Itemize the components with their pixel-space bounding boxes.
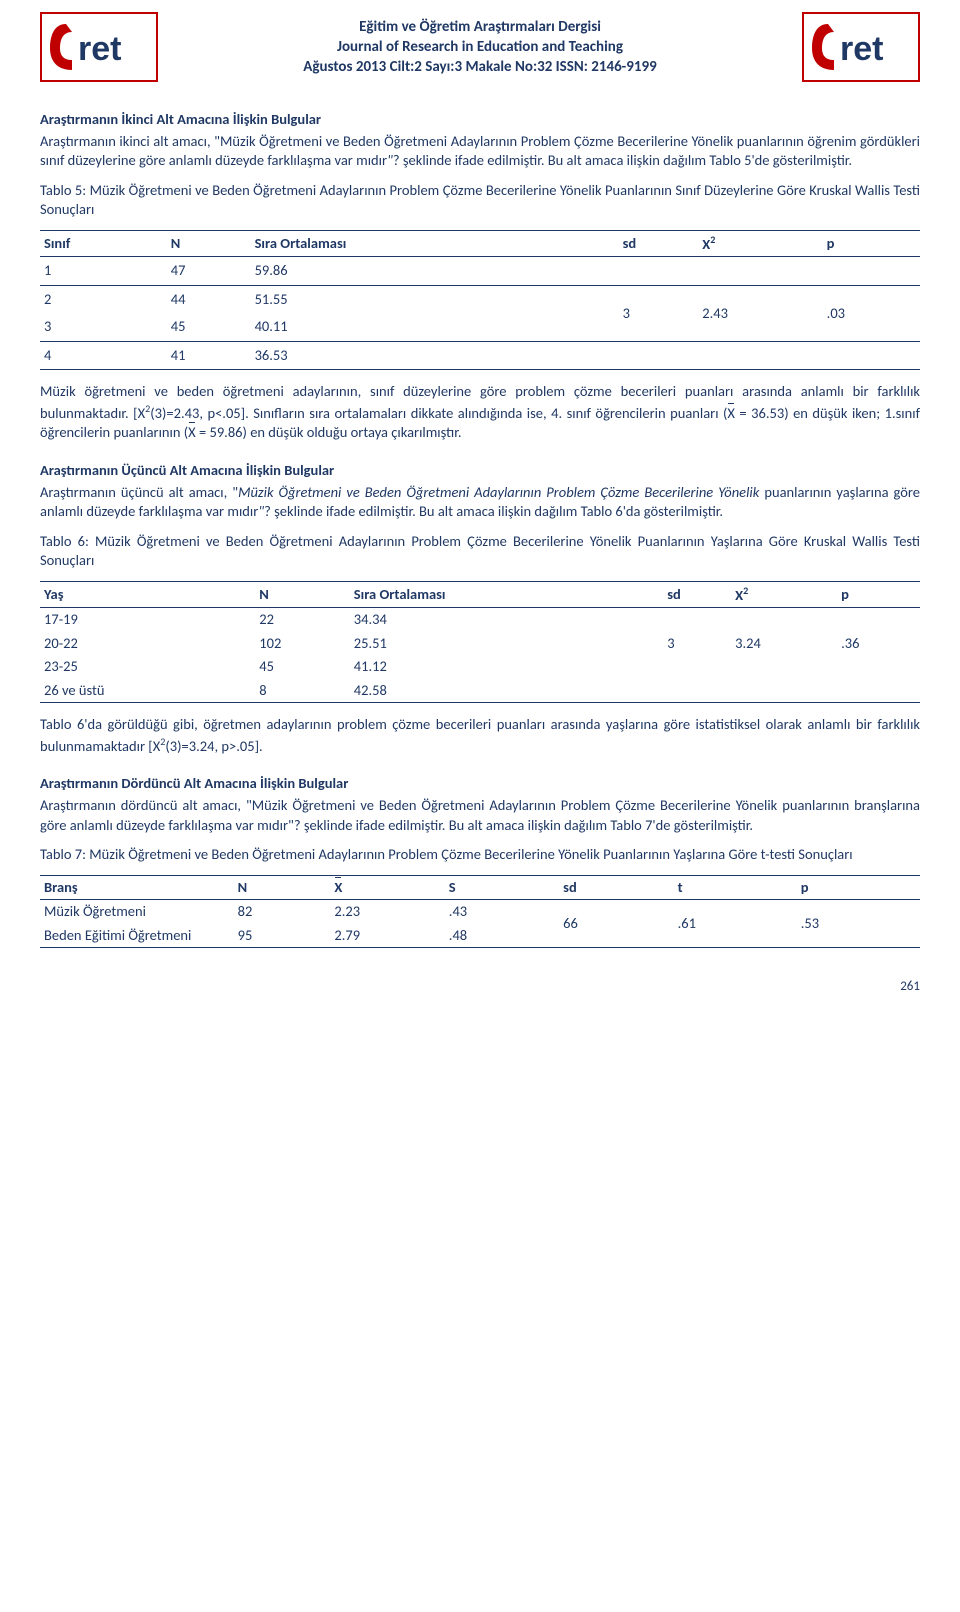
page-number: 261	[40, 978, 920, 996]
table5-analysis: Müzik öğretmeni ve beden öğretmeni adayl…	[40, 382, 920, 443]
section-3-heading: Araştırmanın Üçüncü Alt Amacına İlişkin …	[40, 461, 920, 481]
svg-text:ret: ret	[840, 30, 883, 68]
t5-row-2: 2 44 51.55 3 2.43 .03	[40, 285, 920, 313]
section-2-heading: Araştırmanın İkinci Alt Amacına İlişkin …	[40, 110, 920, 130]
table6-header-row: Yaş N Sıra Ortalaması sd X2 p	[40, 581, 920, 607]
svg-text:ret: ret	[78, 30, 121, 68]
section-3-paragraph: Araştırmanın üçüncü alt amacı, "Müzik Öğ…	[40, 483, 920, 522]
table5-header-row: Sınıf N Sıra Ortalaması sd X2 p	[40, 230, 920, 256]
jret-logo-icon: ret	[44, 18, 154, 76]
table5-caption: Tablo 5: Müzik Öğretmeni ve Beden Öğretm…	[40, 181, 920, 220]
t5-h-so: Sıra Ortalaması	[251, 230, 619, 256]
t5-row-4: 4 41 36.53	[40, 341, 920, 370]
t5-h-n: N	[167, 230, 251, 256]
table6-caption: Tablo 6: Müzik Öğretmeni ve Beden Öğretm…	[40, 532, 920, 571]
table7: Branş N X S sd t p Müzik Öğretmeni 82 2.…	[40, 875, 920, 949]
t5-h-x2: X2	[698, 230, 822, 256]
table6-analysis: Tablo 6'da görüldüğü gibi, öğretmen aday…	[40, 715, 920, 756]
t7-row-1: Müzik Öğretmeni 82 2.23 .43 66 .61 .53	[40, 900, 920, 924]
t5-h-sinif: Sınıf	[40, 230, 167, 256]
t6-row-1: 17-19 22 34.34	[40, 608, 920, 632]
section-4-heading: Araştırmanın Dördüncü Alt Amacına İlişki…	[40, 774, 920, 794]
table6: Yaş N Sıra Ortalaması sd X2 p 17-19 22 3…	[40, 581, 920, 704]
t6-row-4: 26 ve üstü 8 42.58	[40, 679, 920, 703]
table5: Sınıf N Sıra Ortalaması sd X2 p 1 47 59.…	[40, 230, 920, 371]
s2p1b: ? şeklinde ifade edilmiştir. Bu alt amac…	[393, 151, 852, 169]
t6-row-2: 20-22 102 25.51 3 3.24 .36	[40, 632, 920, 656]
table7-caption: Tablo 7: Müzik Öğretmeni ve Beden Öğretm…	[40, 845, 920, 865]
journal-issue-line: Ağustos 2013 Cilt:2 Sayı:3 Makale No:32 …	[158, 57, 802, 77]
logo-left: ret	[40, 12, 158, 82]
journal-title-en: Journal of Research in Education and Tea…	[158, 37, 802, 57]
t5-h-sd: sd	[619, 230, 699, 256]
table7-header-row: Branş N X S sd t p	[40, 875, 920, 900]
journal-title-tr: Eğitim ve Öğretim Araştırmaları Dergisi	[158, 17, 802, 37]
t5-h-p: p	[823, 230, 920, 256]
logo-right: ret	[802, 12, 920, 82]
section-2-paragraph: Araştırmanın ikinci alt amacı, "Müzik Öğ…	[40, 132, 920, 171]
section-4-paragraph: Araştırmanın dördüncü alt amacı, "Müzik …	[40, 796, 920, 835]
journal-title-block: Eğitim ve Öğretim Araştırmaları Dergisi …	[158, 17, 802, 78]
t5-row-1: 1 47 59.86	[40, 257, 920, 286]
page-header: ret Eğitim ve Öğretim Araştırmaları Derg…	[40, 12, 920, 82]
t6-row-3: 23-25 45 41.12	[40, 655, 920, 679]
jret-logo-icon: ret	[806, 18, 916, 76]
